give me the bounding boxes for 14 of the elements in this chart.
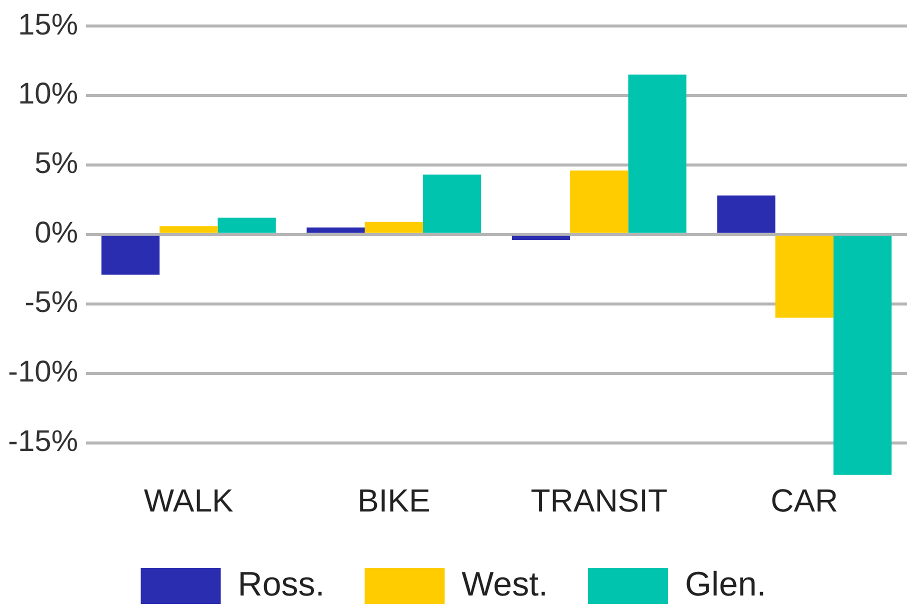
y-tick-label: -5% xyxy=(24,286,78,320)
x-tick-label: TRANSIT xyxy=(530,482,668,519)
x-tick-label: BIKE xyxy=(357,482,430,519)
y-tick-label: 0% xyxy=(34,216,78,250)
y-tick-label: -15% xyxy=(8,425,78,458)
x-tick-label: WALK xyxy=(144,482,234,519)
y-tick-label: 15% xyxy=(18,8,78,42)
legend-label: Glen. xyxy=(684,565,766,604)
y-tick-label: 10% xyxy=(18,78,78,111)
legend-label: Ross. xyxy=(238,565,325,604)
y-tick-label: 5% xyxy=(34,147,78,180)
x-tick-label: CAR xyxy=(770,482,838,519)
legend-label: West. xyxy=(462,565,548,604)
y-tick-label: -10% xyxy=(8,356,78,389)
